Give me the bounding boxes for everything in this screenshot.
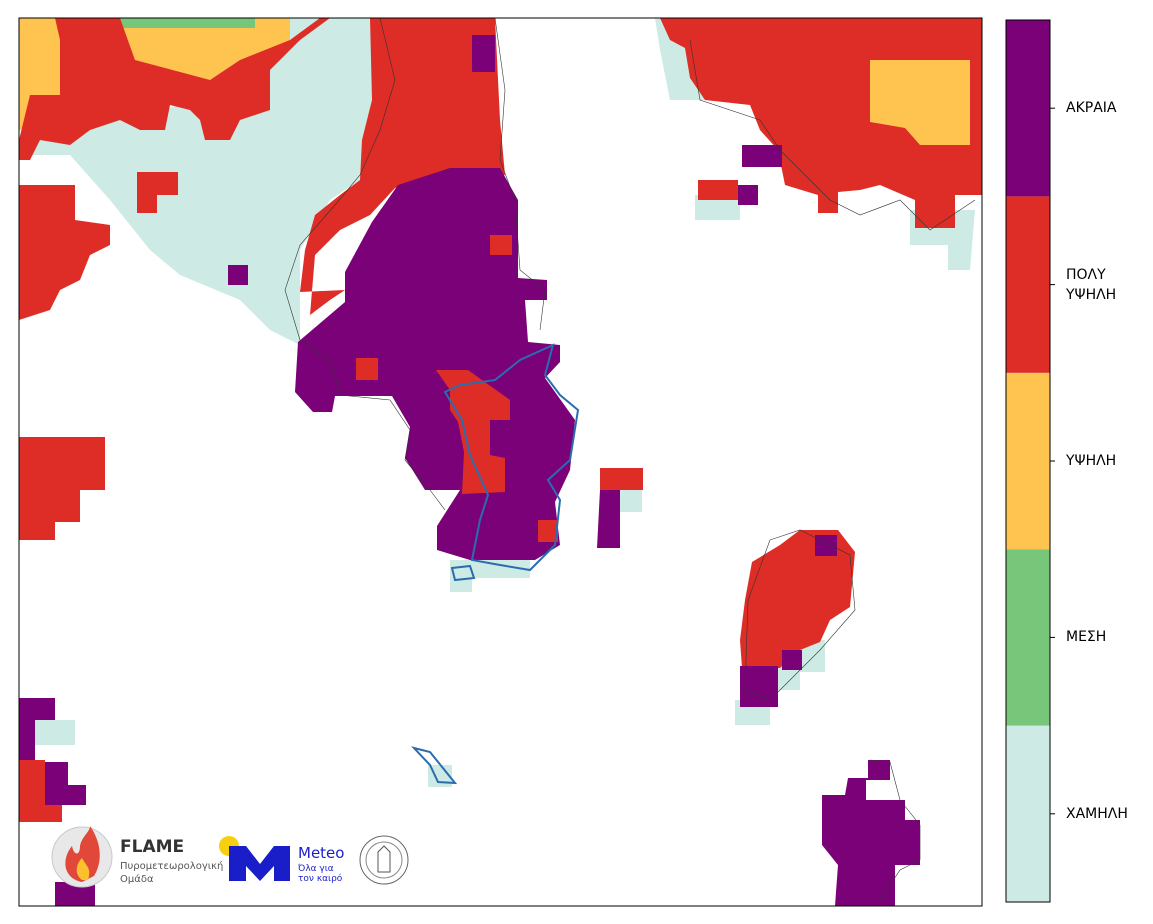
danger-area <box>19 185 110 320</box>
danger-area <box>822 760 920 906</box>
colorbar-label: ΑΚΡΑΙΑ <box>1066 100 1117 117</box>
colorbar-label: ΧΑΜΗΛΗ <box>1066 805 1128 822</box>
seal <box>359 835 409 885</box>
danger-area <box>120 18 290 80</box>
danger-area <box>782 650 802 670</box>
colorbar-frame <box>1005 19 1051 903</box>
danger-area <box>695 195 740 220</box>
danger-area <box>450 560 530 592</box>
region-border <box>410 343 580 785</box>
meteo-name: Meteo <box>298 844 344 862</box>
seal <box>365 841 403 879</box>
danger-area <box>815 535 837 556</box>
danger-area <box>55 882 95 906</box>
meteo-mark <box>229 846 290 881</box>
danger-area <box>20 18 390 345</box>
colorbar-label: ΜΕΣΗ <box>1066 629 1107 646</box>
colorbar-segment <box>1006 196 1050 373</box>
danger-area <box>472 35 495 72</box>
meteo-tagline: Όλα για <box>297 863 334 874</box>
coastline <box>744 529 856 701</box>
danger-area <box>19 18 330 160</box>
meteo-tagline: τον καιρό <box>298 873 343 884</box>
colorbar <box>1006 20 1055 902</box>
danger-area <box>19 698 55 760</box>
flame-name: FLAME <box>120 837 184 857</box>
seal-logo <box>359 835 409 885</box>
flame-tagline: Ομάδα <box>120 873 154 885</box>
raster <box>19 18 982 906</box>
colorbar-segment <box>1006 549 1050 726</box>
danger-area <box>600 468 643 490</box>
meteo-logo: Meteo Όλα για τον καιρό <box>219 836 344 884</box>
danger-area <box>740 666 778 707</box>
colorbar-label: ΥΨΗΛΗ <box>1066 453 1117 469</box>
danger-area <box>117 18 255 28</box>
danger-area <box>742 145 782 167</box>
danger-area <box>738 185 758 205</box>
colorbar-segment <box>1006 372 1050 550</box>
danger-area <box>698 180 738 200</box>
colorbar-segment <box>1006 20 1050 197</box>
danger-area <box>356 358 378 380</box>
danger-area <box>597 490 620 548</box>
danger-area <box>870 60 970 145</box>
danger-area <box>137 172 178 213</box>
coastline <box>689 39 976 231</box>
coastline <box>284 18 446 511</box>
danger-area <box>740 530 855 668</box>
seal-figure <box>377 845 391 873</box>
danger-area <box>436 370 510 494</box>
danger-area <box>538 520 558 542</box>
flame-icon <box>65 826 100 882</box>
danger-area <box>228 265 248 285</box>
danger-area <box>490 235 512 255</box>
danger-area <box>620 490 642 512</box>
colorbar-label: ΠΟΛΥ ΥΨΗΛΗ <box>1066 266 1117 303</box>
danger-area <box>19 437 105 540</box>
coastline <box>494 18 546 331</box>
colorbar-segment <box>1006 725 1050 902</box>
flame-tagline: Πυρομετεωρολογική <box>120 860 223 872</box>
map-frame <box>18 17 983 907</box>
coastline <box>869 759 921 901</box>
danger-area <box>45 762 86 805</box>
danger-area <box>300 18 505 315</box>
danger-area <box>19 760 62 822</box>
flame-logo: FLAME Πυρομετεωρολογική Ομάδα <box>51 826 223 888</box>
flame-icon <box>76 858 90 880</box>
